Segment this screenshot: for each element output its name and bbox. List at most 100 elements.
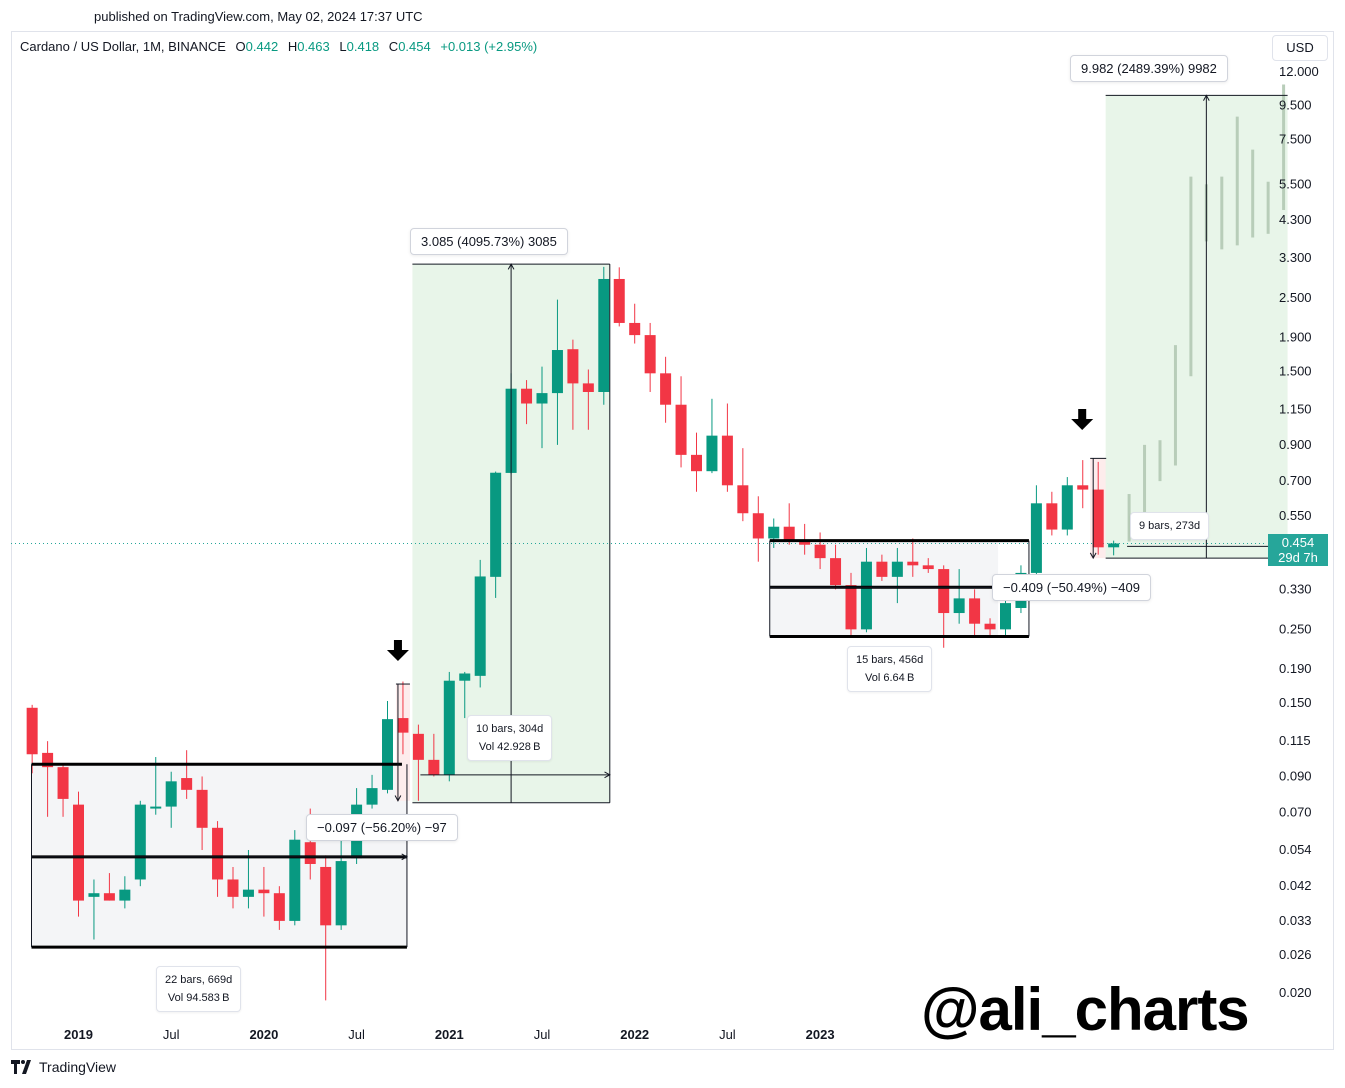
range-volume: Vol 94.583 B [167, 992, 230, 1004]
candle-body [428, 759, 440, 775]
measure-label-2023-drop[interactable]: −0.409 (−50.49%) −409 [992, 574, 1151, 601]
candle-body [984, 623, 996, 630]
candle-body [242, 889, 254, 897]
candle-body [459, 673, 471, 681]
y-axis-tick: 0.020 [1279, 985, 1312, 1000]
y-axis-tick: 0.250 [1279, 621, 1312, 636]
low-key: L [339, 39, 347, 54]
candle-body [752, 513, 764, 539]
y-axis-tick: 1.150 [1279, 402, 1312, 417]
range-label-2021[interactable]: 10 bars, 304d Vol 42.928 B [467, 715, 553, 761]
candle-body [165, 781, 177, 807]
candle-body [582, 383, 594, 392]
candle-body [88, 893, 100, 897]
candle-body [366, 788, 378, 805]
y-axis-tick: 0.150 [1279, 695, 1312, 710]
candle-body [613, 278, 625, 323]
tradingview-logo-icon [11, 1060, 31, 1074]
candle-body [1046, 503, 1058, 530]
y-axis-tick: 0.054 [1279, 842, 1312, 857]
y-axis-tick: 0.330 [1279, 581, 1312, 596]
range-volume: Vol 6.64 B [864, 672, 915, 684]
candle-body [783, 526, 795, 542]
range-label-2024[interactable]: 9 bars, 273d [1130, 512, 1210, 540]
y-axis-tick: 9.500 [1279, 98, 1312, 113]
close-value: 0.454 [398, 39, 431, 54]
y-axis-tick: 3.300 [1279, 250, 1312, 265]
candle-body [273, 893, 285, 921]
y-axis-tick: 0.042 [1279, 878, 1312, 893]
candle-body [320, 866, 332, 926]
candle-body [814, 544, 826, 559]
x-axis-tick: Jul [719, 1027, 736, 1042]
ohlc-legend: Cardano / US Dollar, 1M, BINANCE O0.442 … [20, 39, 537, 54]
range-label-2023[interactable]: 15 bars, 456d Vol 6.64 B [847, 646, 933, 692]
candle-body [938, 569, 950, 614]
tradingview-logo[interactable]: TradingView [11, 1059, 116, 1075]
candle-body [969, 598, 981, 624]
candle-body [397, 718, 409, 733]
y-axis-tick: 4.300 [1279, 212, 1312, 227]
tradingview-logo-text: TradingView [39, 1059, 117, 1075]
y-axis-tick: 0.900 [1279, 437, 1312, 452]
last-price-badge: 0.454 29d 7h [1268, 534, 1328, 566]
measure-label-2021-top[interactable]: 3.085 (4095.73%) 3085 [410, 228, 568, 255]
candle-body [953, 598, 965, 614]
candle-body [412, 733, 424, 760]
candle-body [1061, 485, 1073, 530]
candle-body [26, 707, 38, 755]
x-axis-tick: Jul [534, 1027, 551, 1042]
candle-body [845, 585, 857, 630]
range-bars: 22 bars, 669d [165, 974, 233, 986]
y-axis-tick: 0.090 [1279, 768, 1312, 783]
y-axis-tick: 1.500 [1279, 363, 1312, 378]
candle-body [1108, 543, 1120, 548]
drop-arrow-2020-head [394, 795, 402, 802]
drop-arrow-2024-head [1089, 552, 1097, 560]
measure-label-2024-top[interactable]: 9.982 (2489.39%) 9982 [1070, 55, 1228, 82]
candle-body [629, 322, 641, 336]
candle-body [258, 889, 270, 894]
candle-body [119, 889, 131, 901]
y-axis-tick: 0.190 [1279, 661, 1312, 676]
y-axis-tick: 1.900 [1279, 329, 1312, 344]
down-arrow-2024[interactable] [1071, 409, 1094, 430]
x-axis-tick: 2020 [249, 1027, 278, 1042]
open-key: O [235, 39, 246, 54]
last-price: 0.454 [1281, 535, 1315, 550]
y-axis-tick: 0.115 [1279, 733, 1311, 748]
x-axis-tick: 2021 [435, 1027, 464, 1042]
low-value: 0.418 [346, 39, 380, 54]
symbol-name: Cardano / US Dollar, 1M, BINANCE [20, 39, 226, 54]
candle-body [227, 879, 239, 897]
candle-body [134, 804, 146, 880]
measure-label-2020-drop[interactable]: −0.097 (−56.20%) −97 [306, 814, 458, 841]
candle-body [598, 278, 610, 392]
candle-body [922, 565, 934, 570]
candle-body [551, 350, 563, 394]
chart-frame [11, 31, 1334, 1050]
candle-body [737, 485, 749, 514]
gain-zone-2024[interactable] [1105, 95, 1288, 559]
range-bars: 9 bars, 273d [1139, 520, 1201, 532]
y-axis-tick: 7.500 [1279, 132, 1312, 147]
y-axis-tick: 0.026 [1279, 947, 1312, 962]
candle-body [691, 454, 702, 472]
time-arrow-2019-head [401, 853, 408, 861]
candle-body [536, 393, 548, 404]
down-arrow-2020[interactable] [386, 640, 409, 661]
x-axis-tick: 2023 [806, 1027, 835, 1042]
candle-body [289, 839, 301, 921]
y-axis-tick: 0.700 [1279, 473, 1312, 488]
x-axis-tick: 2019 [64, 1027, 93, 1042]
range-label-2019[interactable]: 22 bars, 669d Vol 94.583 B [156, 966, 242, 1012]
close-key: C [388, 39, 399, 54]
candle-body [660, 373, 672, 405]
candle-body [876, 561, 888, 577]
candle-body [675, 404, 687, 455]
x-axis-tick: 2022 [620, 1027, 649, 1042]
bar-countdown: 29d 7h [1278, 550, 1318, 565]
candle-body [799, 541, 811, 545]
currency-button[interactable]: USD [1272, 35, 1328, 61]
